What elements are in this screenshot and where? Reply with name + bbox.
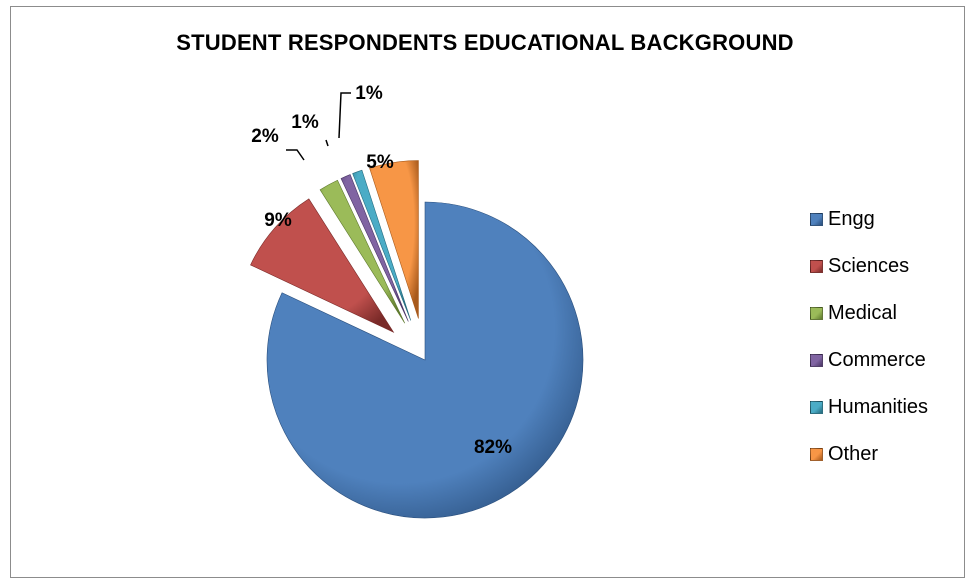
legend-swatch-other [810, 448, 823, 461]
legend-label-other: Other [828, 443, 879, 465]
legend-item-engg: Engg [810, 196, 928, 243]
legend-item-sciences: Sciences [810, 243, 928, 290]
legend-label-commerce: Commerce [828, 349, 926, 371]
legend-label-sciences: Sciences [828, 255, 910, 277]
legend-label-medical: Medical [828, 302, 897, 324]
pie-slice-sciences [250, 198, 395, 333]
legend-item-other: Other [810, 431, 928, 478]
legend-swatch-sciences [810, 260, 823, 273]
legend-swatch-humanities [810, 401, 823, 414]
leader-line-medical [286, 149, 305, 161]
data-label-engg: 82% [474, 437, 512, 458]
chart-legend: Engg Sciences Medical Commerce Humanitie… [810, 196, 928, 478]
legend-label-engg: Engg [828, 208, 875, 230]
legend-label-humanities: Humanities [828, 396, 929, 418]
legend-item-humanities: Humanities [810, 384, 928, 431]
legend-swatch-engg [810, 213, 823, 226]
pie-slice-medical [319, 179, 406, 324]
data-label-sciences: 9% [264, 210, 292, 231]
data-label-medical: 2% [251, 126, 279, 147]
pie-slice-other [369, 160, 419, 319]
data-label-other: 5% [366, 152, 394, 173]
pie-slice-engg [266, 201, 584, 519]
data-label-humanities: 1% [355, 83, 383, 104]
pie-slice-commerce [340, 174, 409, 322]
chart-title: STUDENT RESPONDENTS EDUCATIONAL BACKGROU… [176, 30, 794, 55]
legend-item-commerce: Commerce [810, 337, 928, 384]
legend-swatch-medical [810, 307, 823, 320]
legend-swatch-commerce [810, 354, 823, 367]
pie-slice-humanities [352, 169, 412, 321]
leader-line-commerce [325, 139, 329, 147]
legend-item-medical: Medical [810, 290, 928, 337]
data-label-commerce: 1% [291, 112, 319, 133]
leader-line-humanities [338, 92, 351, 139]
